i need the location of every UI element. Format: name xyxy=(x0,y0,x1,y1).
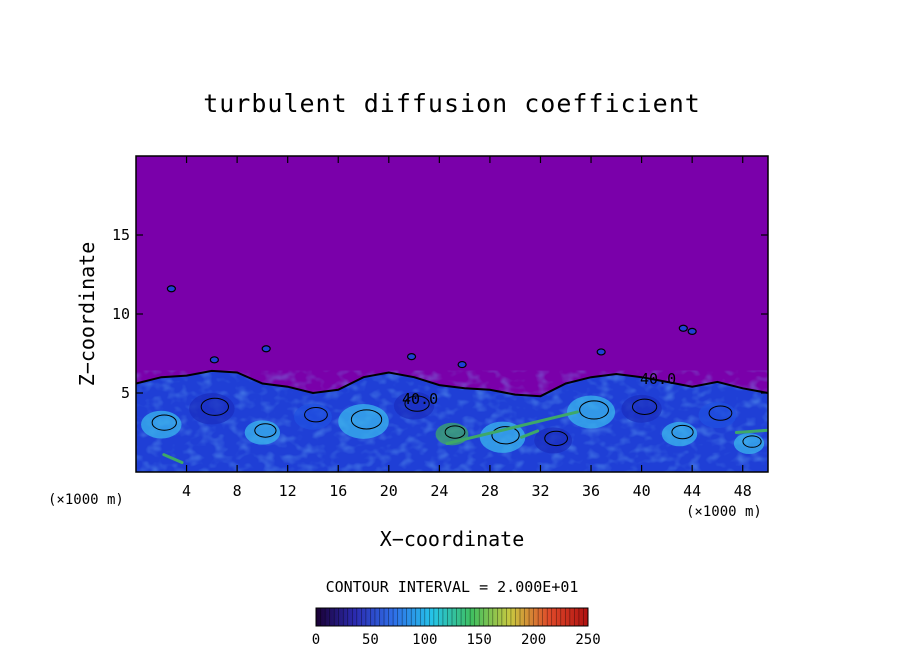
eddy-contour xyxy=(350,409,383,430)
x-tick-label: 40 xyxy=(633,482,651,500)
y-axis-ticks: 5 10 15 xyxy=(112,226,768,402)
y-tick-label: 10 xyxy=(112,305,130,323)
x-tick-label: 36 xyxy=(582,482,600,500)
boundary-layer-texture xyxy=(136,370,768,472)
plot-area: 40.0 40.0 xyxy=(136,156,768,472)
eddy-region xyxy=(141,410,182,439)
contour-blob xyxy=(678,324,688,332)
x-axis-ticks: 4 8 12 16 20 24 28 32 36 40 44 48 xyxy=(182,156,752,500)
boundary-layer-contour xyxy=(136,369,768,398)
eddy-region xyxy=(338,404,389,439)
eddy-region xyxy=(294,403,332,430)
contour-blob xyxy=(596,348,606,356)
eddy-contour xyxy=(404,395,430,412)
x-unit-right: (×1000 m) xyxy=(686,504,762,520)
eddy-region xyxy=(621,394,662,423)
eddy-contour xyxy=(444,425,466,439)
eddy-contour xyxy=(742,435,762,448)
contour-blob xyxy=(687,327,697,335)
y-tick-label: 15 xyxy=(112,226,130,244)
colorbar-tick-label: 100 xyxy=(412,632,437,648)
contour-blob xyxy=(209,356,219,364)
colorbar: 0 50 100 150 200 250 xyxy=(312,607,601,648)
eddy-contour xyxy=(579,400,609,420)
x-tick-label: 48 xyxy=(734,482,752,500)
x-axis-label: X−coordinate xyxy=(380,527,525,551)
colorbar-tick-label: 200 xyxy=(521,632,546,648)
eddy-contour xyxy=(671,424,694,440)
eddy-region xyxy=(567,395,616,429)
high-value-filament xyxy=(445,410,579,446)
eddy-contour xyxy=(631,398,658,415)
eddy-structures xyxy=(141,391,768,465)
contour-label: 40.0 xyxy=(640,370,676,388)
x-tick-label: 44 xyxy=(683,482,701,500)
upper-contour-blobs xyxy=(166,285,697,369)
eddy-contour xyxy=(304,407,328,423)
chart-title: turbulent diffusion coefficient xyxy=(203,89,701,118)
contour-blob xyxy=(261,345,271,353)
x-unit-left: (×1000 m) xyxy=(48,492,124,508)
colorbar-bands xyxy=(320,608,584,626)
x-tick-label: 12 xyxy=(279,482,297,500)
eddy-region xyxy=(393,391,435,420)
contour-blob xyxy=(457,360,467,369)
eddy-region xyxy=(189,393,235,425)
x-tick-label: 28 xyxy=(481,482,499,500)
high-value-filament xyxy=(520,429,540,439)
x-tick-label: 24 xyxy=(430,482,448,500)
eddy-contour xyxy=(544,430,568,447)
eddy-region xyxy=(244,420,281,445)
contour-blob xyxy=(406,353,417,361)
colorbar-tick-label: 0 xyxy=(312,632,320,648)
eddy-region xyxy=(661,421,698,447)
eddy-contour xyxy=(254,423,277,438)
contour-blob xyxy=(166,285,176,293)
x-tick-label: 16 xyxy=(329,482,347,500)
y-axis-label: Z−coordinate xyxy=(75,242,99,387)
eddy-contour xyxy=(151,414,177,431)
eddy-contour xyxy=(200,397,229,416)
y-tick-label: 5 xyxy=(121,384,130,402)
eddy-contour xyxy=(708,405,733,421)
contour-label: 40.0 xyxy=(402,390,438,408)
high-value-filament xyxy=(162,453,184,465)
colorbar-tick-labels: 0 50 100 150 200 250 xyxy=(312,632,601,648)
eddy-contour xyxy=(491,426,520,445)
colorbar-tick-label: 250 xyxy=(575,632,600,648)
eddy-region xyxy=(479,421,526,453)
colorbar-tick-label: 50 xyxy=(362,632,379,648)
eddy-region xyxy=(534,427,573,454)
x-tick-label: 20 xyxy=(380,482,398,500)
x-tick-label: 4 xyxy=(182,482,191,500)
x-tick-label: 32 xyxy=(531,482,549,500)
contour-interval-note: CONTOUR INTERVAL = 2.000E+01 xyxy=(326,578,579,596)
x-tick-label: 8 xyxy=(233,482,242,500)
eddy-region xyxy=(733,433,765,454)
colorbar-tick-label: 150 xyxy=(467,632,492,648)
eddy-region xyxy=(698,402,737,429)
